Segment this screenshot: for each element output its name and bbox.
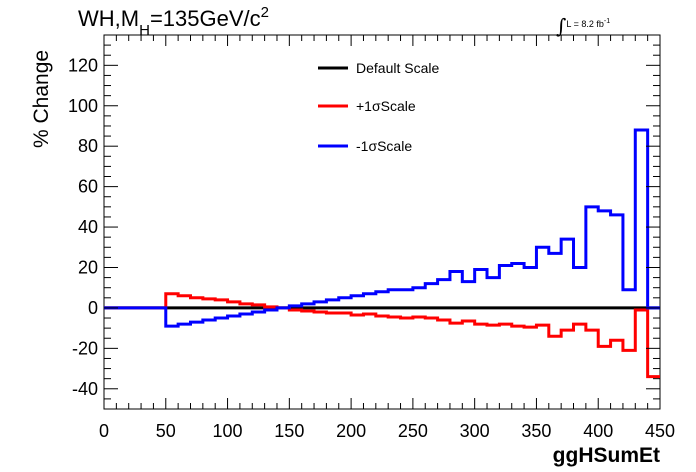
x-axis-title: ggHSumEt [553, 444, 660, 467]
title-subscript: H [139, 22, 150, 39]
x-tick-label: 450 [645, 421, 675, 441]
plot-title: WH,MH=135GeV/c2 [78, 4, 269, 39]
legend: Default Scale +1σScale -1σScale [318, 60, 439, 154]
y-axis-title: % Change [30, 50, 53, 148]
x-tick-label: 350 [521, 421, 551, 441]
luminosity-label: ∫L = 8.2 fb-1 [556, 8, 611, 38]
y-axis: -40 -20 0 20 40 60 80 100 120 [68, 34, 660, 410]
legend-label: -1σScale [356, 138, 412, 154]
y-tick-label: 60 [78, 177, 98, 197]
y-tick-label: 20 [78, 257, 98, 277]
y-tick-label: -20 [72, 338, 98, 358]
x-tick-label: 400 [583, 421, 613, 441]
title-process: WH,M [78, 6, 140, 31]
y-tick-label: 100 [68, 96, 98, 116]
legend-label: Default Scale [356, 60, 439, 76]
y-tick-label: -40 [72, 379, 98, 399]
title-mass: =135GeV/c [149, 6, 261, 31]
x-tick-label: 150 [274, 421, 304, 441]
x-tick-label: 300 [460, 421, 490, 441]
series-layer [104, 128, 660, 379]
legend-label: +1σScale [356, 98, 416, 114]
series-line [104, 128, 660, 328]
x-tick-label: 0 [99, 421, 109, 441]
x-axis: 0 50 100 150 200 250 300 350 400 450 [99, 35, 675, 441]
x-tick-label: 200 [336, 421, 366, 441]
x-tick-label: 250 [398, 421, 428, 441]
x-tick-label: 50 [156, 421, 176, 441]
integral-symbol: ∫ [556, 14, 567, 38]
plot-frame [103, 34, 661, 410]
y-tick-label: 120 [68, 55, 98, 75]
title-superscript: 2 [260, 4, 269, 21]
y-tick-label: 80 [78, 136, 98, 156]
plot-area-border [103, 34, 661, 410]
x-tick-label: 100 [213, 421, 243, 441]
series-line [104, 292, 660, 379]
luminosity-text: L = 8.2 fb [566, 19, 604, 29]
luminosity-superscript: -1 [603, 18, 611, 25]
y-tick-label: 0 [88, 298, 98, 318]
y-tick-label: 40 [78, 217, 98, 237]
